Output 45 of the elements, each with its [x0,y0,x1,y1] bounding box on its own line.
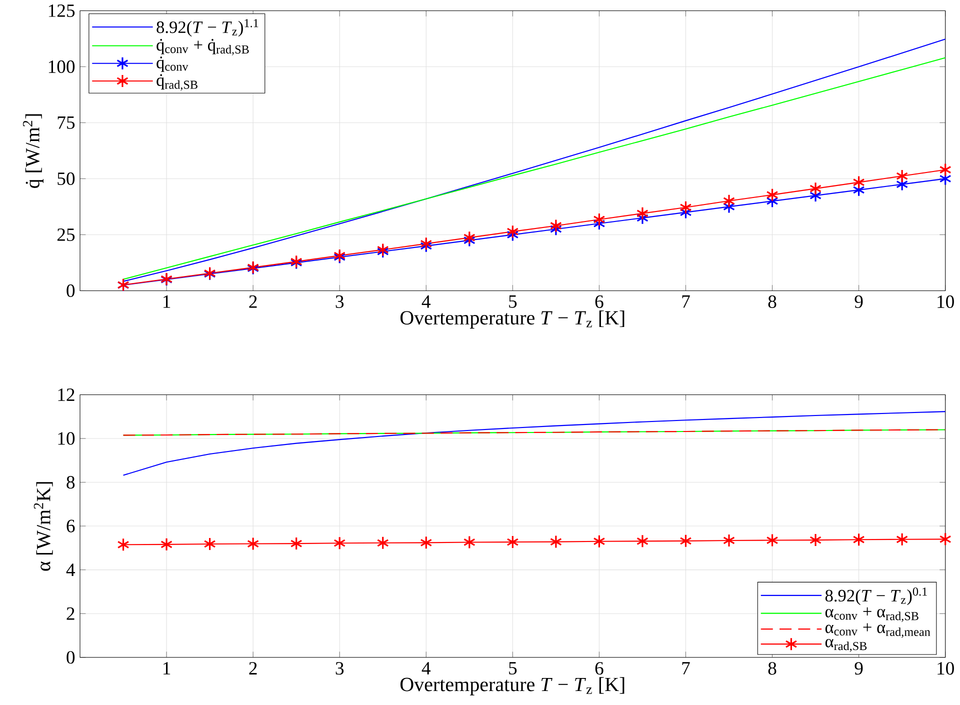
x-tick-label: 10 [938,662,954,674]
y-tick-label: 8 [66,476,75,488]
x-tick-label: 9 [854,662,863,674]
x-tick-label: 2 [249,295,257,308]
x-axis-title: Overtemperature T − T$_{z}$ [K] [400,310,624,328]
y-tick-label: 10 [58,432,75,445]
y-tick-label: 125 [48,4,75,17]
x-tick-label: 1 [164,662,170,674]
x-tick-label: 5 [509,662,517,674]
legend-label: q̇$_{rad,SB}$ [156,74,198,90]
x-tick-label: 4 [422,295,431,308]
x-tick-label: 2 [249,662,257,674]
x-tick-label: 6 [595,662,604,674]
legend-label: α$_{rad,SB}$ [825,638,867,652]
y-tick-label: 75 [58,116,75,129]
legend-label: α$_{conv}$ + α$_{rad,SB}$ [825,607,918,622]
y-tick-label: 2 [66,607,74,620]
y-tick-label: 25 [57,228,75,241]
y-axis-title: α [W/m$^{2}$K] [34,482,53,571]
x-tick-label: 7 [682,662,690,674]
y-tick-label: 12 [58,388,74,401]
y-tick-label: 100 [48,60,75,73]
y-tick-label: 4 [66,563,76,576]
legend-label: q̇$_{conv}$ [156,56,188,72]
legend-label: α$_{conv}$ + α$_{rad,mean}$ [825,623,930,638]
legend-label: 8.92(T − T$_{z}$)$^{0.1}$ [825,587,927,605]
x-axis-title: Overtemperature T − T$_{z}$ [K] [400,676,624,696]
x-tick-label: 8 [768,295,776,308]
x-tick-label: 3 [336,295,344,308]
y-axis-title: q̇ [W/m$^{2}$] [22,114,44,188]
x-tick-label: 8 [768,662,776,674]
x-tick-label: 1 [164,295,170,308]
legend-label: 8.92(T − T$_{z}$)$^{1.1}$ [156,18,258,36]
y-tick-label: 50 [58,172,75,185]
x-tick-label: 5 [509,295,517,308]
y-tick-label: 6 [66,520,75,532]
legend-label: q̇$_{conv}$ + q̇$_{rad,SB}$ [156,38,249,56]
x-tick-label: 3 [336,662,344,674]
x-tick-label: 6 [595,295,604,308]
x-tick-label: 10 [938,295,954,308]
y-tick-label: 0 [66,650,75,664]
x-tick-label: 7 [682,295,690,308]
x-tick-label: 9 [854,295,863,308]
y-tick-label: 0 [66,284,75,297]
x-tick-label: 4 [422,662,431,674]
